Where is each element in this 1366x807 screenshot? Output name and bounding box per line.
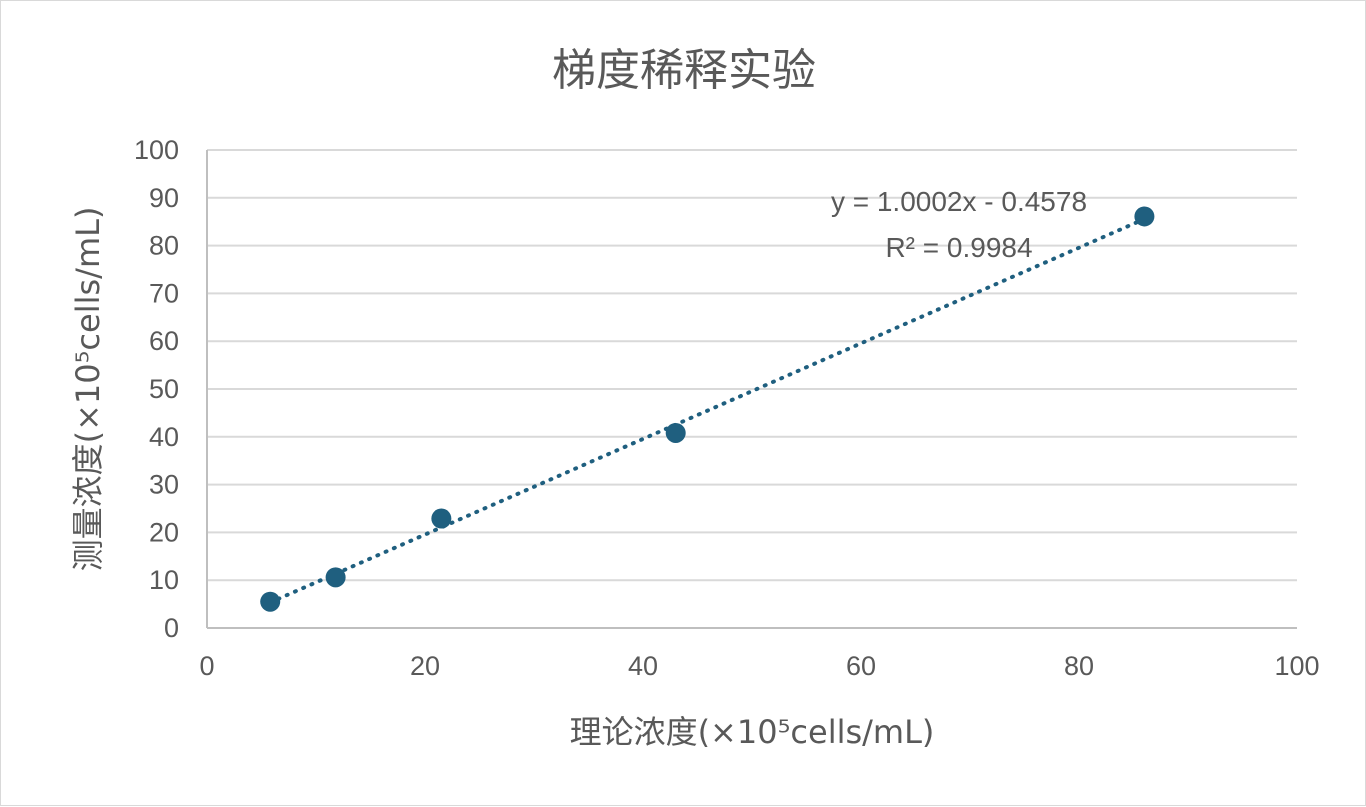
- trendline-r-squared: R² = 0.9984: [885, 232, 1032, 263]
- y-axis-title: 测量浓度(×10⁵cells/mL): [69, 207, 107, 572]
- x-tick-label-4: 80: [1064, 651, 1094, 681]
- y-tick-label-2: 20: [149, 517, 179, 547]
- data-point-3: [665, 422, 686, 443]
- y-tick-label-10: 100: [134, 135, 179, 165]
- x-tick-label-1: 20: [410, 651, 440, 681]
- y-tick-label-7: 70: [149, 278, 179, 308]
- data-points: [260, 206, 1155, 612]
- gridlines: [206, 149, 1297, 629]
- x-axis-title: 理论浓度(×10⁵cells/mL): [570, 713, 935, 751]
- data-point-0: [260, 591, 281, 612]
- x-tick-label-3: 60: [846, 651, 876, 681]
- y-tick-label-4: 40: [149, 422, 179, 452]
- data-point-4: [1134, 206, 1155, 227]
- y-tick-label-5: 50: [149, 374, 179, 404]
- data-point-2: [431, 508, 452, 529]
- y-tick-label-9: 90: [149, 183, 179, 213]
- y-tick-label-8: 80: [149, 231, 179, 261]
- y-tick-label-0: 0: [164, 613, 179, 643]
- x-tick-label-2: 40: [628, 651, 658, 681]
- x-tick-label-0: 0: [199, 651, 214, 681]
- x-tick-label-5: 100: [1274, 651, 1319, 681]
- y-tick-label-3: 30: [149, 470, 179, 500]
- trendline-layer: [268, 217, 1147, 605]
- x-axis-tick-labels: 0 20 40 60 80 100: [199, 651, 1319, 681]
- data-point-1: [325, 567, 346, 588]
- y-tick-label-6: 60: [149, 326, 179, 356]
- y-tick-label-1: 10: [149, 565, 179, 595]
- trendline-equation: y = 1.0002x - 0.4578: [831, 186, 1087, 217]
- y-axis-tick-labels: 0 10 20 30 40 50 60 70 80 90 100: [134, 135, 179, 643]
- trendline: [268, 217, 1147, 605]
- chart-title: 梯度稀释实验: [552, 45, 816, 96]
